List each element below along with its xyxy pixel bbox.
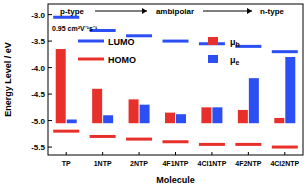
bar [67, 120, 77, 124]
frame [48, 4, 303, 155]
arrow-head [247, 8, 252, 14]
y-tick-label: -3.5 [31, 37, 45, 46]
level-dash [235, 143, 261, 146]
bar [103, 115, 113, 123]
level-dash [126, 138, 152, 141]
y-tick [48, 14, 52, 15]
y-tick [48, 67, 52, 68]
annotation: p-type [60, 7, 85, 16]
bar [285, 57, 295, 123]
plot-marks [53, 17, 298, 147]
level-dash [53, 130, 79, 133]
y-tick-label: -4.5 [31, 90, 45, 99]
bar [176, 114, 186, 123]
x-tick-label: 4F1NTP [162, 160, 188, 167]
x-axis-label: Molecule [156, 175, 195, 185]
y-axis-label: Energy Level / eV [3, 42, 13, 117]
y-tick [48, 94, 52, 95]
legend-swatch [78, 58, 104, 61]
bar [56, 49, 66, 123]
y-tick [48, 147, 52, 148]
legend-label: LUMO [108, 37, 135, 47]
x-tick-label: 4Cl1NTP [198, 160, 227, 167]
x-tick-label: 2NTP [130, 160, 148, 167]
bar [129, 99, 139, 123]
legend-swatch [208, 55, 218, 63]
bar [201, 107, 211, 123]
legend-swatch [208, 37, 218, 45]
bar [212, 107, 222, 123]
arrow-head [142, 8, 147, 14]
y-tick-label: -4.0 [31, 64, 45, 73]
y-tick-label: -5.5 [31, 143, 45, 152]
legend-label: HOMO [108, 55, 136, 65]
bar [249, 78, 259, 123]
y-tick-label: -5.0 [31, 117, 45, 126]
x-tick-label: TP [62, 160, 71, 167]
arrow [203, 11, 252, 12]
arrow [95, 11, 147, 12]
level-dash [53, 16, 79, 19]
bar [140, 105, 150, 124]
bar [274, 118, 284, 123]
level-dash [272, 146, 298, 149]
bar [238, 110, 248, 123]
x-tick-label: 1NTP [94, 160, 112, 167]
bar [92, 89, 102, 123]
legend-swatch [78, 40, 104, 43]
y-tick [48, 120, 52, 121]
x-tick-label: 4Cl2NTP [270, 160, 299, 167]
x-tick-label: 4F2NTP [235, 160, 261, 167]
level-dash [163, 140, 189, 143]
level-dash [272, 50, 298, 53]
annotation: n-type [260, 7, 285, 16]
level-dash [199, 143, 225, 146]
y-tick [48, 41, 52, 42]
legend-label: μh [230, 37, 240, 48]
legend-label: μe [230, 55, 240, 66]
level-dash [163, 40, 189, 43]
level-dash [90, 135, 116, 138]
bar [165, 113, 175, 124]
annotation: 0.95 cm²V⁻¹s⁻¹ [52, 25, 98, 32]
annotation: ambipolar [156, 7, 194, 16]
y-tick-label: -3.0 [31, 11, 45, 20]
